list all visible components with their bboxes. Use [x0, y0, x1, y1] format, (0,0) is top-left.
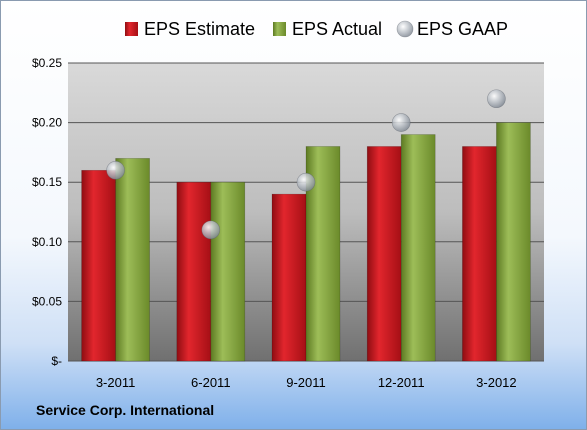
legend-label: EPS GAAP — [417, 19, 508, 39]
eps-estimate-bar — [81, 169, 116, 362]
eps-actual-bar — [210, 181, 246, 362]
y-tick-label: $0.15 — [32, 175, 62, 189]
y-tick-label: $0.25 — [32, 56, 62, 70]
eps-actual-bar — [400, 134, 436, 362]
x-category-label: 3-2012 — [476, 375, 516, 390]
eps-estimate-bar — [176, 181, 212, 362]
eps-gaap-point — [106, 160, 125, 180]
y-tick-label: $0.20 — [32, 116, 62, 130]
eps-gaap-point — [201, 220, 221, 240]
eps-estimate-bar — [271, 193, 307, 362]
eps-estimate-bar — [462, 146, 497, 362]
eps-gaap-point — [296, 172, 316, 192]
eps-gaap-legend-marker — [396, 20, 414, 38]
gaap-points — [106, 89, 506, 240]
x-category-label: 12-2011 — [378, 375, 425, 390]
y-tick-label: $0.05 — [32, 294, 62, 308]
eps-estimate-bar — [366, 146, 402, 362]
legend: EPS Estimate EPS Actual EPS GAAP — [125, 19, 508, 39]
eps-gaap-point — [391, 113, 411, 132]
x-category-label: 3-2011 — [96, 375, 136, 390]
y-tick-label: $0.10 — [32, 235, 62, 249]
x-category-label: 9-2011 — [286, 375, 326, 390]
legend-label: EPS Estimate — [144, 19, 255, 39]
eps-actual-bar — [496, 122, 531, 362]
y-tick-label: $- — [51, 354, 62, 368]
eps-estimate-legend-swatch — [125, 22, 138, 36]
legend-label: EPS Actual — [292, 19, 382, 39]
eps-actual-legend-swatch — [273, 22, 286, 36]
y-axis: $- $0.05 $0.10 $0.15 $0.20 $0.25 — [32, 56, 62, 368]
x-axis: 3-2011 6-2011 9-2011 12-2011 3-2012 — [96, 375, 517, 390]
x-category-label: 6-2011 — [191, 375, 231, 390]
bars — [81, 122, 531, 362]
eps-actual-bar — [115, 158, 150, 362]
eps-gaap-point — [487, 89, 506, 109]
company-name: Service Corp. International — [36, 402, 215, 418]
